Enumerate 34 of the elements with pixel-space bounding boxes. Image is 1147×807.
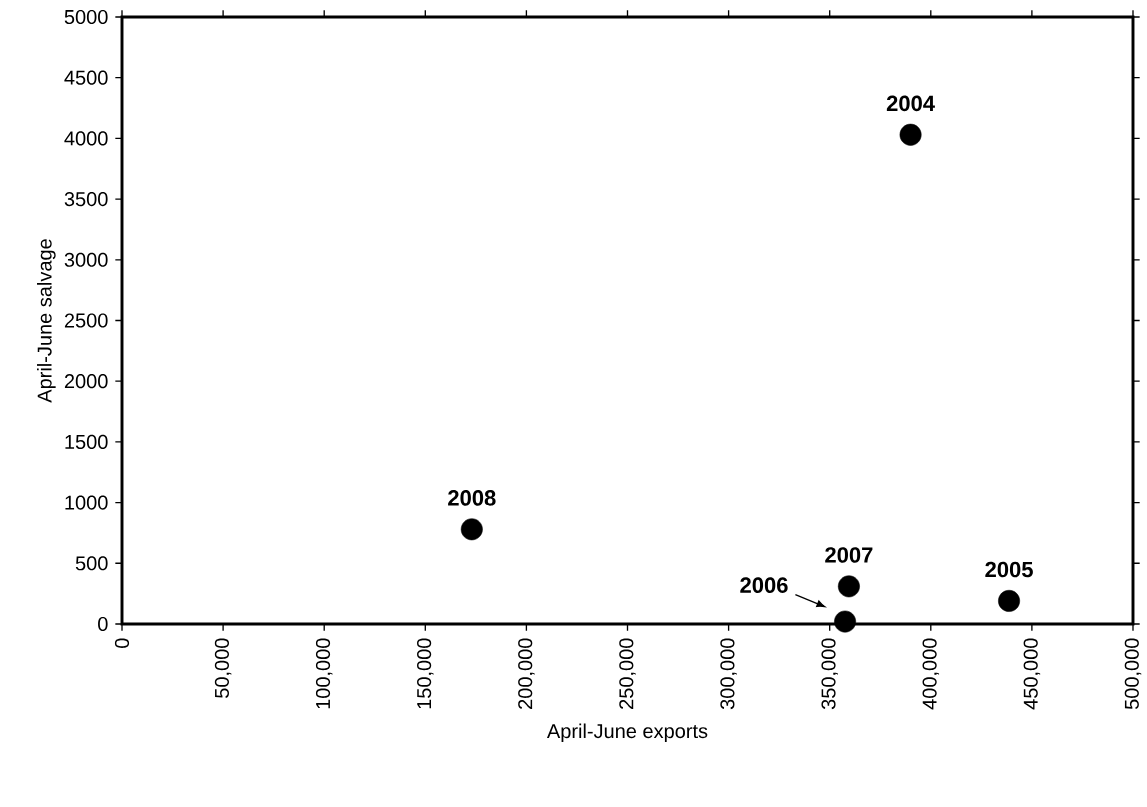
x-tick-label: 350,000 <box>821 638 838 710</box>
x-tick-label: 0 <box>114 638 130 648</box>
annotation: 2007 <box>825 547 873 563</box>
point <box>998 589 1020 612</box>
y-tick-label: 1500 <box>65 434 108 449</box>
y-tick-label: 2500 <box>64 313 108 328</box>
y-tick-label: 3000 <box>64 252 108 267</box>
x-tick-label: 300,000 <box>720 638 737 710</box>
y-tick-label: 4500 <box>64 70 108 85</box>
point <box>899 123 922 146</box>
x-axis-title: April-June exports <box>546 723 708 743</box>
annotation: 2006 <box>740 577 788 593</box>
x-tick-label: 200,000 <box>518 638 535 709</box>
x-tick-label: 450,000 <box>1023 638 1041 710</box>
point <box>837 575 860 598</box>
x-tick-label: 500,000 <box>1124 638 1142 710</box>
y-tick-label: 5000 <box>64 9 108 25</box>
y-tick-label: 4000 <box>64 131 108 146</box>
point <box>460 518 483 541</box>
x-tick-label: 150,000 <box>417 638 434 709</box>
y-tick-label: 3500 <box>64 192 108 207</box>
y-axis-title: April-June salvage <box>37 239 56 403</box>
y-tick-label: 500 <box>75 556 108 571</box>
point <box>834 610 856 633</box>
annotation: 2008 <box>448 490 496 506</box>
annotation: 2004 <box>886 95 935 112</box>
y-tick-label: 1000 <box>65 495 108 510</box>
x-tick-label: 100,000 <box>315 638 333 709</box>
y-tick-label: 0 <box>98 616 108 632</box>
x-tick-label: 250,000 <box>619 638 636 709</box>
y-tick-label: 2000 <box>64 374 108 389</box>
x-tick-label: 50,000 <box>214 638 232 698</box>
annotation: 2005 <box>985 561 1033 578</box>
x-tick-label: 400,000 <box>922 638 940 710</box>
